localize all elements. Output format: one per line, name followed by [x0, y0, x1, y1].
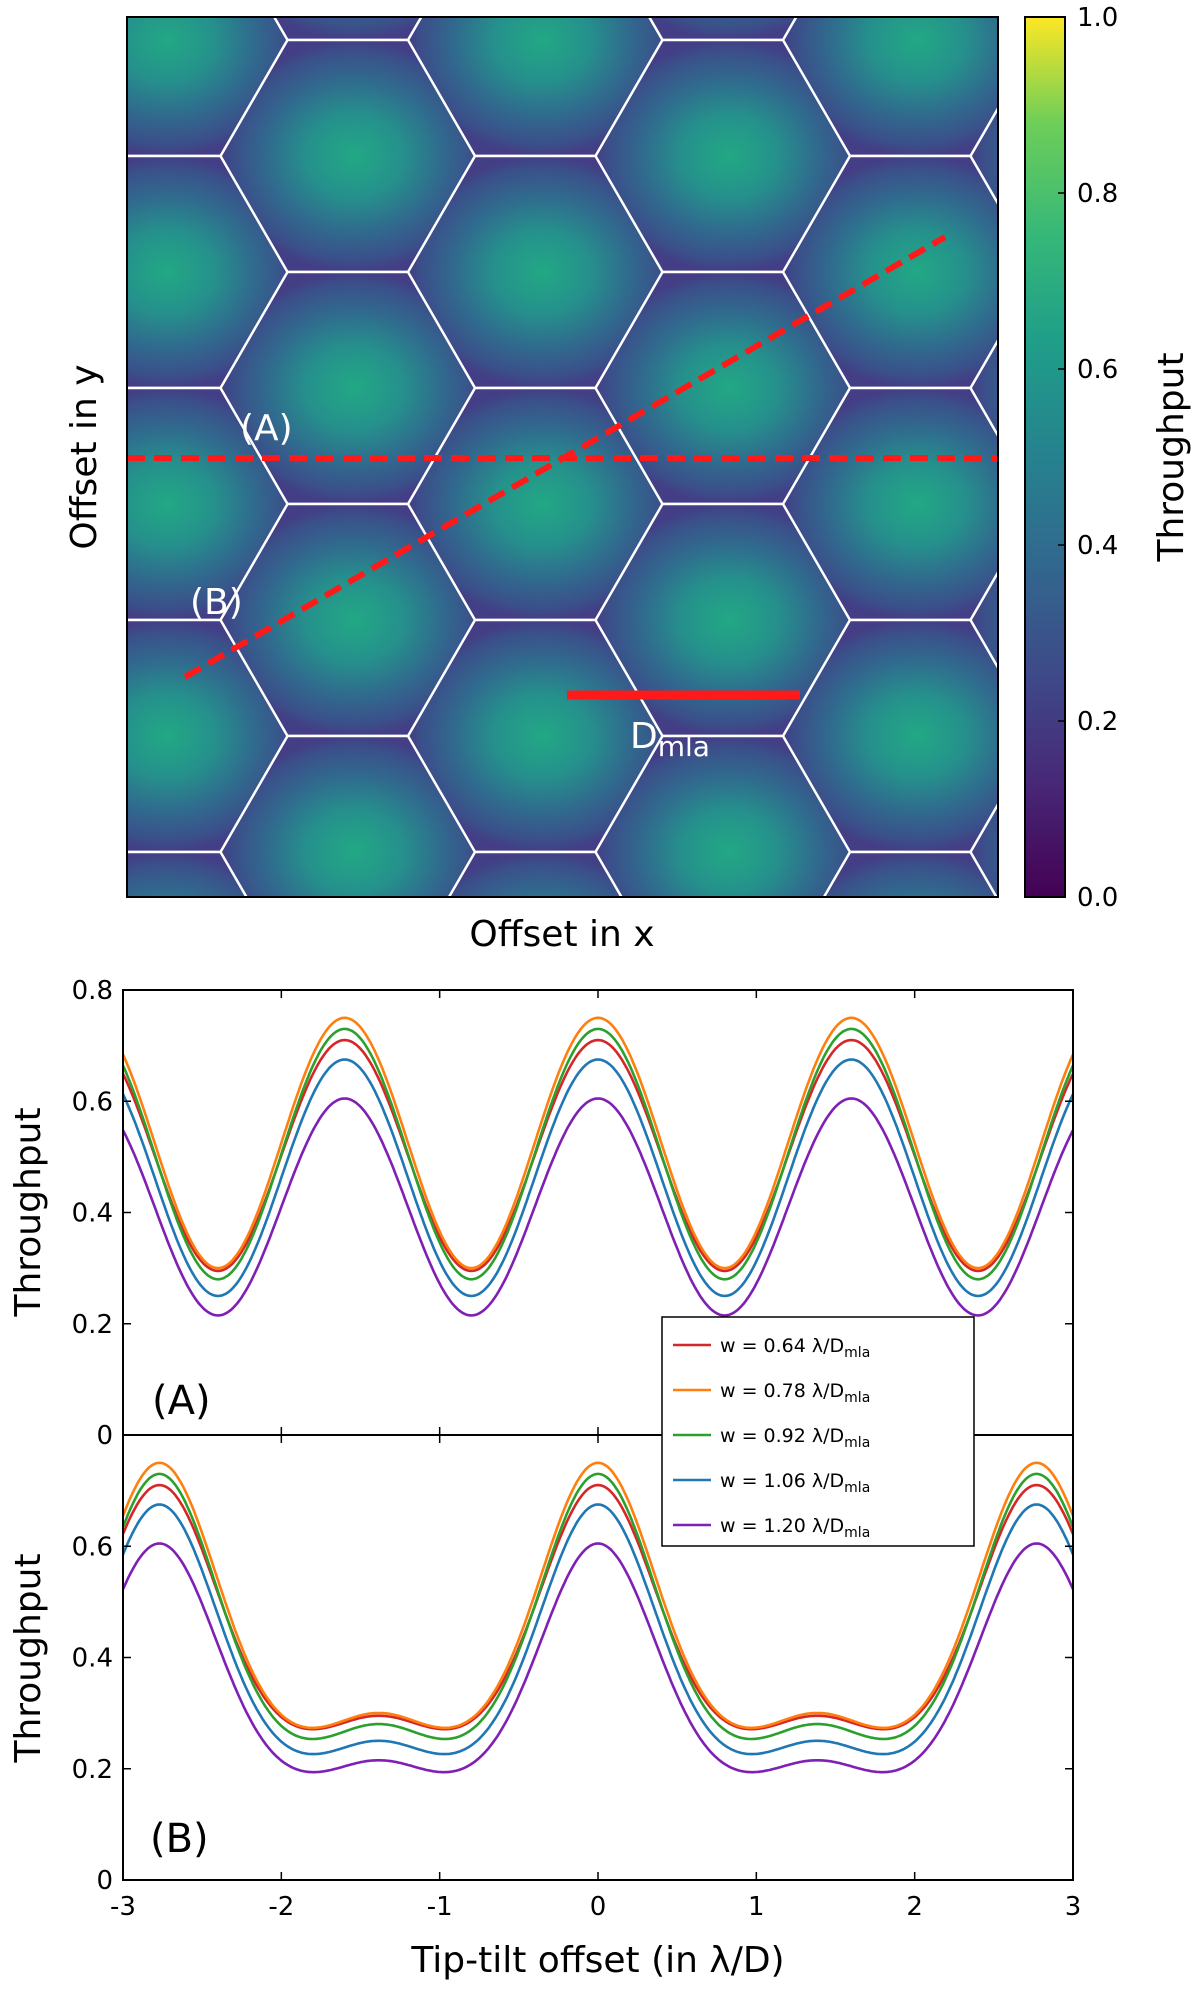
- legend-entry: w = 1.20 λ/Dmla: [720, 1515, 870, 1541]
- heatmap-y-label: Offset in y: [64, 364, 105, 549]
- series-line: [123, 1503, 1073, 1756]
- series-line: [123, 1483, 1073, 1731]
- panel-b-y-label: Throughput: [8, 1553, 49, 1763]
- series-line: [123, 1097, 1073, 1317]
- hex-cell: [971, 968, 1200, 1200]
- y-tick-label: 0.8: [72, 976, 113, 1006]
- colorbar-tick-label: 0.0: [1077, 883, 1118, 913]
- legend-entry: w = 0.78 λ/Dmla: [720, 1380, 870, 1406]
- legend-box: [661, 1316, 975, 1547]
- heatmap-frame: [126, 16, 999, 898]
- panel-a-label: (A): [152, 1378, 211, 1424]
- hex-cell: [0, 0, 114, 40]
- series-line: [123, 1058, 1073, 1298]
- x-tick-label: 3: [1065, 1892, 1082, 1922]
- hex-cell: [0, 40, 114, 272]
- x-tick-label: -2: [268, 1892, 294, 1922]
- series-line: [123, 1461, 1073, 1730]
- colorbar-tick-label: 0.2: [1077, 707, 1118, 737]
- legend: w = 0.64 λ/Dmla w = 0.78 λ/Dmla w = 0.92 λ…: [661, 1316, 975, 1547]
- x-tick-label: 2: [906, 1892, 923, 1922]
- series-line: [123, 1016, 1073, 1270]
- panel-b-series: [123, 1461, 1073, 1774]
- y-tick-label: 0.6: [72, 1532, 113, 1562]
- y-tick-label: 0.4: [72, 1644, 113, 1674]
- panel-b-label: (B): [150, 1816, 209, 1862]
- colorbar-ticks: 0.0 0.2 0.4 0.6 0.8 1.0: [1058, 3, 1118, 913]
- colorbar-label: Throughput: [1151, 352, 1192, 562]
- x-tick-label: -1: [427, 1892, 453, 1922]
- x-tick-label: 0: [590, 1892, 607, 1922]
- cut-label-a: (A): [240, 408, 293, 449]
- line-panel-a: 0 0.2 0.4 0.6 0.8 (A) Throughput: [8, 976, 1074, 1451]
- colorbar-gradient: [1024, 16, 1066, 898]
- x-tick-label: -3: [110, 1892, 136, 1922]
- line-panel-b: 0 0.2 0.4 0.6 -3 -2 -1 0 1 2 3 (B) Throughput Tip-…: [8, 1435, 1081, 1981]
- panel-a-y-label: Throughput: [8, 1107, 49, 1317]
- cut-line-b: [183, 234, 947, 680]
- colorbar-tick-label: 1.0: [1077, 3, 1118, 33]
- legend-entry: w = 0.64 λ/Dmla: [720, 1335, 870, 1361]
- legend-entry: w = 0.92 λ/Dmla: [720, 1425, 870, 1451]
- panel-a-series: [123, 1016, 1073, 1317]
- series-line: [123, 1472, 1073, 1741]
- scale-label: Dmla: [630, 716, 710, 763]
- hex-cell: [969, 801, 998, 897]
- colorbar: 0.0 0.2 0.4 0.6 0.8 1.0 Throughput: [1024, 3, 1192, 913]
- colorbar-tick-label: 0.6: [1077, 355, 1118, 385]
- hex-cell: [221, 968, 489, 1200]
- y-tick-label: 0: [96, 1421, 113, 1451]
- y-tick-label: 0.2: [72, 1755, 113, 1785]
- x-tick-label: 1: [748, 1892, 765, 1922]
- heatmap-x-label: Offset in x: [469, 914, 654, 955]
- legend-entry: w = 1.06 λ/Dmla: [720, 1470, 870, 1496]
- series-line: [123, 1038, 1073, 1273]
- hex-cells: [0, 0, 1200, 1200]
- series-line: [123, 1542, 1073, 1774]
- heatmap-panel: (A) (B) Dmla Offset in x Offset in y: [0, 0, 1200, 1200]
- y-tick-label: 0.6: [72, 1087, 113, 1117]
- series-line: [123, 1027, 1073, 1281]
- panel-b-frame: [122, 1434, 1074, 1881]
- hex-cell: [969, 569, 998, 671]
- colorbar-tick-label: 0.4: [1077, 531, 1118, 561]
- y-tick-label: 0: [96, 1866, 113, 1896]
- panel-b-x-label: Tip-tilt offset (in λ/D): [410, 1940, 784, 1981]
- hex-cell: [969, 105, 998, 207]
- hex-cell: [969, 337, 998, 439]
- y-tick-label: 0.2: [72, 1310, 113, 1340]
- cut-label-b: (B): [190, 582, 243, 623]
- y-tick-label: 0.4: [72, 1199, 113, 1229]
- hex-cell: [0, 736, 114, 968]
- colorbar-tick-label: 0.8: [1077, 179, 1118, 209]
